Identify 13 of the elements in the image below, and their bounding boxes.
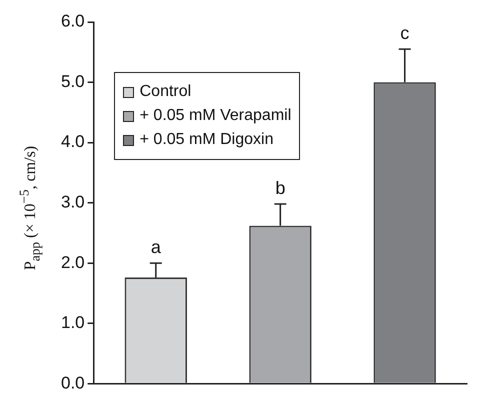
y-tick-label: 0.0 [60,373,85,392]
y-tick-label: 5.0 [60,72,85,91]
legend-label: + 0.05 mM Verapamil [140,106,292,126]
annotation: b [275,178,286,198]
legend-label: Control [140,82,192,102]
y-tick-label: 3.0 [60,192,85,212]
y-tick-label: 2.0 [60,252,85,272]
y-tick-label: 1.0 [60,313,85,332]
y-tick-label: 6.0 [60,12,85,31]
legend-label: + 0.05 mM Digoxin [140,130,274,150]
annotation: a [150,237,162,258]
y-tick-label: 4.0 [60,132,85,152]
annotation: c [400,23,410,44]
